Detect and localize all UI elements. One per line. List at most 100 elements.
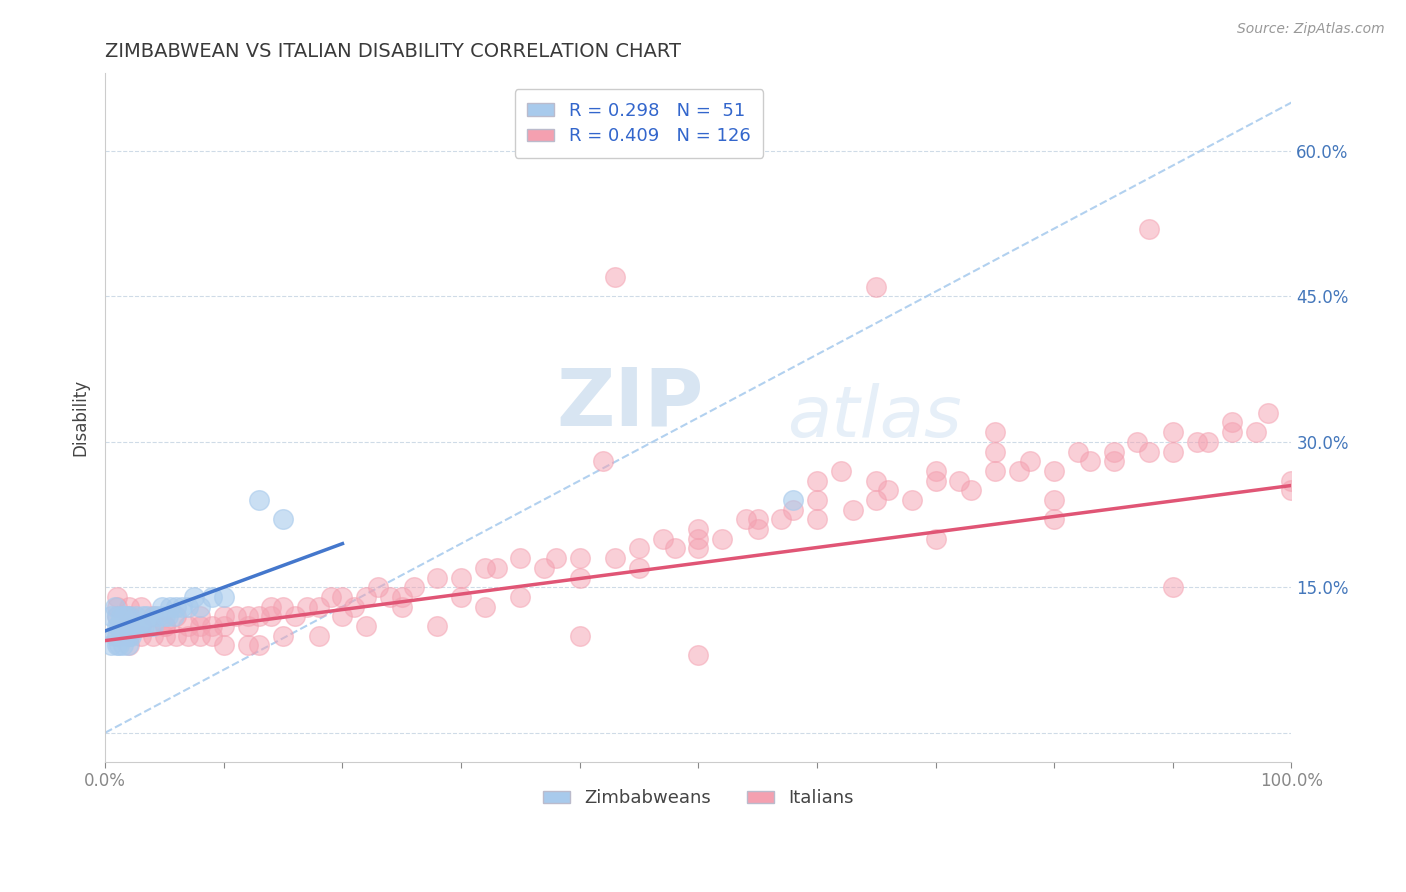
Text: Source: ZipAtlas.com: Source: ZipAtlas.com <box>1237 22 1385 37</box>
Point <box>165 599 187 614</box>
Point <box>806 474 828 488</box>
Point <box>1102 444 1125 458</box>
Point <box>1102 454 1125 468</box>
Point <box>332 609 354 624</box>
Point <box>378 590 401 604</box>
Point <box>108 619 131 633</box>
Point <box>1043 464 1066 478</box>
Point <box>391 590 413 604</box>
Point <box>129 629 152 643</box>
Point <box>688 541 710 556</box>
Point <box>111 639 134 653</box>
Point <box>172 599 194 614</box>
Point <box>159 599 181 614</box>
Point <box>1007 464 1029 478</box>
Point <box>127 619 149 633</box>
Y-axis label: Disability: Disability <box>72 379 89 456</box>
Point <box>1137 221 1160 235</box>
Point <box>177 629 200 643</box>
Point <box>924 474 946 488</box>
Point <box>426 570 449 584</box>
Point <box>201 619 224 633</box>
Point <box>1126 434 1149 449</box>
Point <box>121 619 143 633</box>
Point <box>450 590 472 604</box>
Point <box>212 619 235 633</box>
Point <box>105 629 128 643</box>
Point <box>177 599 200 614</box>
Point <box>105 619 128 633</box>
Point <box>100 609 122 624</box>
Point <box>841 502 863 516</box>
Point <box>960 483 983 498</box>
Point <box>112 609 135 624</box>
Point <box>354 619 377 633</box>
Point <box>1281 483 1303 498</box>
Point <box>474 599 496 614</box>
Point <box>984 444 1007 458</box>
Point <box>143 609 166 624</box>
Point <box>271 599 294 614</box>
Point <box>201 590 224 604</box>
Point <box>450 570 472 584</box>
Point <box>948 474 970 488</box>
Point <box>188 609 211 624</box>
Point <box>605 270 627 285</box>
Point <box>1257 406 1279 420</box>
Point <box>782 493 804 508</box>
Point <box>1161 580 1184 594</box>
Point <box>308 629 330 643</box>
Text: atlas: atlas <box>787 383 962 452</box>
Point <box>865 493 887 508</box>
Point <box>105 590 128 604</box>
Point <box>865 279 887 293</box>
Point <box>711 532 734 546</box>
Point <box>664 541 686 556</box>
Point <box>135 609 157 624</box>
Point <box>105 639 128 653</box>
Point <box>118 609 141 624</box>
Point <box>651 532 673 546</box>
Point <box>1078 454 1101 468</box>
Point <box>112 629 135 643</box>
Point <box>1220 416 1243 430</box>
Point <box>108 639 131 653</box>
Point <box>509 590 531 604</box>
Point <box>688 522 710 536</box>
Point <box>426 619 449 633</box>
Point <box>118 639 141 653</box>
Text: ZIP: ZIP <box>555 365 703 442</box>
Point <box>509 551 531 566</box>
Point <box>830 464 852 478</box>
Point <box>485 561 508 575</box>
Point <box>104 599 127 614</box>
Point <box>568 570 591 584</box>
Point <box>984 425 1007 439</box>
Point <box>319 590 342 604</box>
Point <box>236 609 259 624</box>
Point <box>212 639 235 653</box>
Point <box>865 474 887 488</box>
Point <box>165 629 187 643</box>
Point <box>105 629 128 643</box>
Point <box>1137 444 1160 458</box>
Point <box>177 619 200 633</box>
Point <box>544 551 567 566</box>
Point <box>132 609 155 624</box>
Point <box>877 483 900 498</box>
Point <box>533 561 555 575</box>
Point <box>332 590 354 604</box>
Point <box>165 609 187 624</box>
Point <box>249 493 271 508</box>
Point <box>129 619 152 633</box>
Point <box>249 639 271 653</box>
Point <box>343 599 366 614</box>
Point <box>1067 444 1090 458</box>
Point <box>1220 425 1243 439</box>
Point <box>474 561 496 575</box>
Point <box>260 609 283 624</box>
Point <box>124 619 146 633</box>
Point <box>354 590 377 604</box>
Point <box>115 609 138 624</box>
Point <box>225 609 247 624</box>
